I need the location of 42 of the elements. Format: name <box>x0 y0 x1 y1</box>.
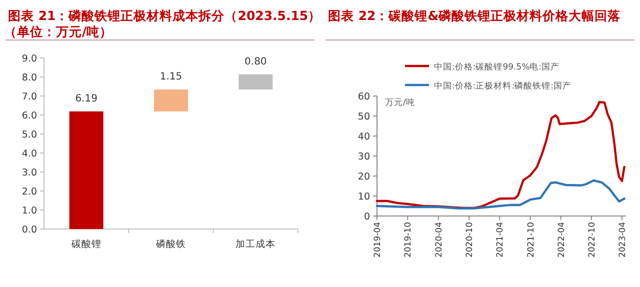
y-tick-label: 4.0 <box>22 148 37 160</box>
x-tick-label: 2023-04 <box>618 222 628 258</box>
x-tick-label: 2019-10 <box>404 222 414 258</box>
x-tick-label: 2021-04 <box>496 222 506 258</box>
y-tick-label: 6.0 <box>22 110 37 122</box>
y-tick-label: 3.0 <box>22 168 37 178</box>
y-tick-label: 1.0 <box>22 206 37 216</box>
bar <box>69 111 104 229</box>
x-tick-label: 2021-10 <box>526 222 536 258</box>
chart-title: 图表 21：磷酸铁锂正极材料成本拆分（2023.5.15） <box>8 8 322 23</box>
data-label: 1.15 <box>160 72 182 83</box>
data-label: 0.80 <box>244 56 267 68</box>
y-tick-label: 0.0 <box>22 224 37 236</box>
x-tick-label: 2020-10 <box>465 222 476 258</box>
legend-label: 中国:价格:碳酸锂99.5%电:国产 <box>434 62 560 72</box>
y-tick-label: 0 <box>364 212 370 222</box>
y-tick-label: 9.0 <box>22 54 37 64</box>
y-tick-label: 7.0 <box>22 92 37 102</box>
bar <box>238 74 273 90</box>
y-tick-label: 50 <box>358 112 370 122</box>
line-series <box>376 179 626 210</box>
y-tick-label: 30 <box>358 152 370 162</box>
y-tick-label: 8.0 <box>22 72 37 84</box>
x-tick-label: 2020-04 <box>434 222 444 258</box>
x-tick-label: 2022-04 <box>556 222 567 258</box>
x-tick-label: 2019-04 <box>373 222 383 258</box>
x-tick-label: 加工成本 <box>236 238 276 250</box>
x-tick-label: 磷酸铁 <box>155 238 186 250</box>
y-tick-label: 20 <box>358 172 370 182</box>
y-tick-label: 2.0 <box>22 186 37 198</box>
chart-subtitle: （单位：万元/吨） <box>4 24 113 39</box>
chart-title: 图表 22：碳酸锂&磷酸铁锂正极材料价格大幅回落 <box>328 8 622 23</box>
y-tick-label: 40 <box>358 132 370 142</box>
data-label: 6.19 <box>75 93 98 104</box>
legend-label: 中国:价格:正极材料:磷酸铁锂:国产 <box>434 80 572 92</box>
y-tick-label: 60 <box>358 92 370 102</box>
y-tick-label: 10 <box>358 192 370 202</box>
x-tick-label: 碳酸锂 <box>70 238 102 250</box>
y-tick-label: 5.0 <box>22 130 37 140</box>
bar <box>154 90 188 112</box>
y-axis-title: 万元/吨 <box>385 97 415 108</box>
x-tick-label: 2022-10 <box>587 222 598 258</box>
